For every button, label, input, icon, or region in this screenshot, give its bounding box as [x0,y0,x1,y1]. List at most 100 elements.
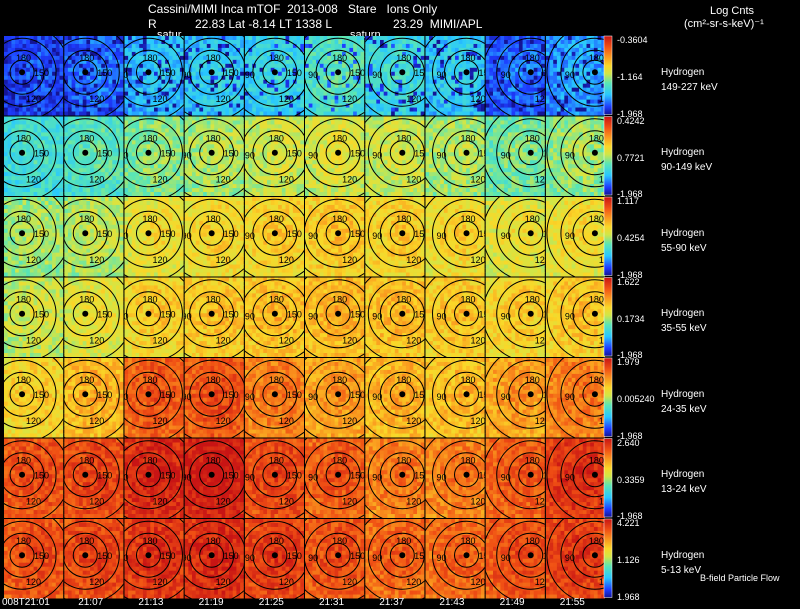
pixel [545,63,550,69]
pixel [244,99,249,104]
pixel [37,43,42,49]
saturn-marker [82,69,89,76]
pixel [360,91,365,97]
pixel [244,136,249,141]
pixel [41,140,46,145]
pixel [112,95,117,100]
pixel [11,168,16,173]
pixel [119,160,124,165]
pixel [75,180,80,185]
pixel [64,132,69,137]
pixel [429,59,434,65]
pixel [285,116,290,121]
pixel [82,124,87,129]
pixel [383,67,388,73]
pixel [308,124,313,129]
pixel [489,87,494,93]
pixel [93,51,98,57]
pixel [409,107,414,112]
pixel [101,75,106,81]
pixel [55,99,60,104]
pixel [300,111,305,116]
pixel [285,144,290,149]
pixel [168,192,173,196]
pixel [255,188,260,193]
pixel [214,144,219,149]
contour-label: 180 [142,53,157,63]
pixel [165,184,170,189]
pixel [29,99,34,104]
pixel [4,83,9,89]
pixel [229,55,234,61]
pixel [259,116,264,121]
pixel [232,63,237,69]
pixel [75,99,80,104]
pixel [165,99,170,104]
pixel [214,39,219,45]
pixel [420,107,425,112]
pixel [67,124,72,129]
pixel [365,47,370,53]
pixel [308,87,313,93]
pixel [214,43,219,49]
pixel [451,111,456,116]
contour-label: 150 [287,149,302,159]
pixel [240,47,244,53]
pixel [52,176,57,181]
pixel [425,63,430,69]
pixel [308,59,313,65]
pixel [221,172,226,177]
pixel [391,95,396,100]
contour-line [9,59,35,85]
pixel [493,63,498,69]
pixel [252,168,257,173]
pixel [518,75,523,81]
pixel [93,124,98,129]
pixel [52,160,57,165]
pixel [112,75,117,81]
pixel [342,39,347,45]
pixel [4,192,9,196]
pixel [289,184,294,189]
pixel [443,99,448,104]
pixel [41,55,46,61]
pixel [64,87,69,93]
pixel [225,160,230,165]
pixel [55,128,60,133]
pixel [597,59,602,65]
pixel [210,95,215,100]
pixel [59,144,64,149]
pixel [131,95,136,100]
pixel [409,95,414,100]
pixel [259,83,264,89]
contour-line [252,49,298,95]
pixel [590,87,595,93]
pixel [507,107,512,112]
pixel [29,83,34,89]
pixel [368,59,373,65]
pixel [289,160,294,165]
pixel [429,51,434,57]
pixel [489,59,494,65]
pixel [4,148,9,153]
pixel [232,51,237,57]
pixel [296,144,301,149]
pixel [225,152,230,157]
pixel [203,128,208,133]
pixel [44,43,49,49]
pixel [64,91,69,97]
pixel [549,59,554,65]
pixel [214,51,219,57]
pixel [206,39,211,45]
pixel [41,91,46,97]
pixel [128,67,133,73]
saturn-marker [208,149,215,156]
pixel [157,132,162,137]
pixel [225,107,230,112]
pixel [252,172,257,177]
pixel [104,140,109,145]
pixel [93,103,98,108]
pixel [203,36,208,41]
pixel [232,124,237,129]
pixel [206,168,211,173]
